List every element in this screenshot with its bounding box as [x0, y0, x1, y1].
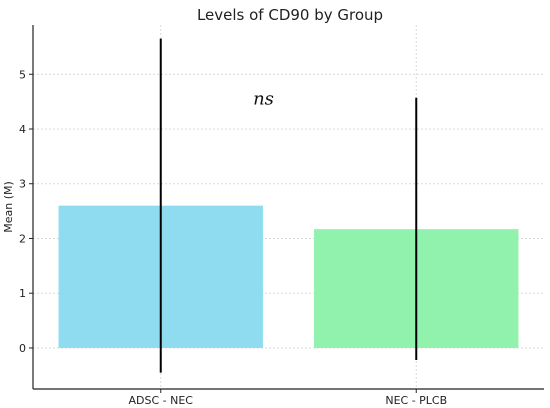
y-tick-label-4: 4: [19, 123, 26, 136]
axes: [32, 25, 544, 390]
x-ticks: ADSC - NEC NEC - PLCB: [129, 389, 447, 407]
x-tick-label-0: ADSC - NEC: [129, 394, 194, 407]
y-tick-label-1: 1: [19, 287, 26, 300]
y-tick-label-0: 0: [19, 342, 26, 355]
bars: [58, 205, 519, 348]
x-tick-label-1: NEC - PLCB: [385, 394, 447, 407]
error-bars: [159, 38, 418, 373]
y-tick-label-2: 2: [19, 232, 26, 245]
y-axis-label: Mean (M): [2, 181, 15, 233]
y-ticks: 0 1 2 3 4 5: [19, 68, 33, 355]
y-tick-label-5: 5: [19, 68, 26, 81]
chart-title: Levels of CD90 by Group: [197, 6, 383, 24]
significance-annotation: ns: [253, 88, 274, 109]
y-tick-label-3: 3: [19, 178, 26, 191]
